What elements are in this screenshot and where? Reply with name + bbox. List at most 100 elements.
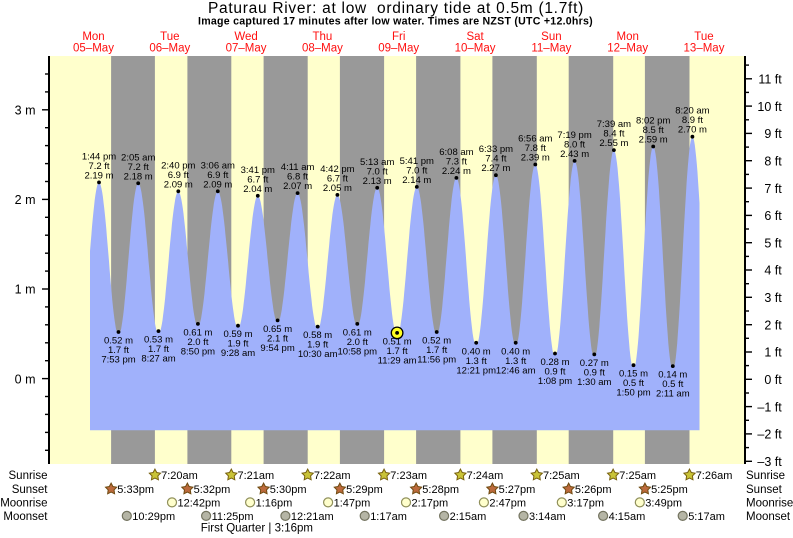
svg-text:7:21am: 7:21am xyxy=(238,470,275,482)
svg-text:2.04 m: 2.04 m xyxy=(243,184,272,195)
svg-text:2:11 am: 2:11 am xyxy=(656,389,690,400)
svg-text:08–May: 08–May xyxy=(302,43,343,55)
svg-text:3:06 am: 3:06 am xyxy=(201,160,235,171)
svg-text:5:13 am: 5:13 am xyxy=(360,157,394,168)
svg-text:5:32pm: 5:32pm xyxy=(194,484,231,496)
svg-text:2.13 m: 2.13 m xyxy=(363,176,392,187)
svg-text:2.55 m: 2.55 m xyxy=(599,138,628,149)
svg-text:2.0 ft: 2.0 ft xyxy=(187,337,208,348)
svg-text:7.3 ft: 7.3 ft xyxy=(446,156,467,167)
svg-text:10:29pm: 10:29pm xyxy=(132,511,175,523)
svg-text:0.40 m: 0.40 m xyxy=(501,346,530,357)
svg-text:2.27 m: 2.27 m xyxy=(481,163,510,174)
svg-text:8.5 ft: 8.5 ft xyxy=(643,125,664,136)
svg-text:2:40 pm: 2:40 pm xyxy=(161,160,195,171)
svg-text:0.5 ft: 0.5 ft xyxy=(662,379,683,390)
svg-text:7:53 pm: 7:53 pm xyxy=(101,355,135,366)
svg-text:7:20am: 7:20am xyxy=(161,470,198,482)
svg-text:0.28 m: 0.28 m xyxy=(540,357,569,368)
svg-text:7:25am: 7:25am xyxy=(543,470,580,482)
svg-text:1:47pm: 1:47pm xyxy=(334,498,371,510)
svg-text:Tue: Tue xyxy=(694,31,713,43)
svg-text:ft: ft xyxy=(775,73,782,87)
svg-text:1.7 ft: 1.7 ft xyxy=(387,346,408,357)
svg-text:–3: –3 xyxy=(757,455,771,469)
svg-text:2.14 m: 2.14 m xyxy=(402,175,431,186)
svg-text:7.8 ft: 7.8 ft xyxy=(525,143,546,154)
svg-text:1:50 pm: 1:50 pm xyxy=(616,388,650,399)
svg-text:05–May: 05–May xyxy=(73,43,114,55)
svg-text:Moonrise: Moonrise xyxy=(746,498,793,510)
svg-text:11:56 pm: 11:56 pm xyxy=(417,355,456,366)
svg-text:Sat: Sat xyxy=(466,31,484,43)
svg-text:2.18 m: 2.18 m xyxy=(124,171,153,182)
svg-text:0: 0 xyxy=(764,373,771,387)
svg-text:1.3 ft: 1.3 ft xyxy=(466,356,487,367)
svg-text:5:33pm: 5:33pm xyxy=(117,484,154,496)
svg-text:12:21am: 12:21am xyxy=(291,511,334,523)
svg-text:12–May: 12–May xyxy=(607,43,648,55)
svg-text:Paturau River: at low ordinar: Paturau River: at low ordinary tide at 0… xyxy=(208,0,584,17)
svg-text:2.0 ft: 2.0 ft xyxy=(347,337,368,348)
svg-text:4:42 pm: 4:42 pm xyxy=(320,164,354,175)
svg-text:7.2 ft: 7.2 ft xyxy=(128,162,149,173)
svg-text:6.7 ft: 6.7 ft xyxy=(247,174,268,185)
svg-text:9:28 am: 9:28 am xyxy=(221,348,255,359)
svg-text:9: 9 xyxy=(764,127,771,141)
svg-text:1:44 pm: 1:44 pm xyxy=(82,151,116,162)
svg-text:–1: –1 xyxy=(757,400,771,414)
svg-text:7:19 pm: 7:19 pm xyxy=(557,130,591,141)
svg-text:2.05 m: 2.05 m xyxy=(323,183,352,194)
svg-text:5:26pm: 5:26pm xyxy=(575,484,612,496)
svg-text:1:17am: 1:17am xyxy=(370,511,407,523)
svg-text:ft: ft xyxy=(775,236,782,250)
svg-text:7.0 ft: 7.0 ft xyxy=(367,166,388,177)
svg-text:2.70 m: 2.70 m xyxy=(678,125,707,136)
svg-text:1.7 ft: 1.7 ft xyxy=(148,344,169,355)
svg-text:06–May: 06–May xyxy=(149,43,190,55)
svg-text:2:15am: 2:15am xyxy=(450,511,487,523)
svg-text:0.61 m: 0.61 m xyxy=(343,327,372,338)
svg-text:13–May: 13–May xyxy=(684,43,725,55)
svg-text:11:25pm: 11:25pm xyxy=(212,511,254,523)
svg-text:7.0 ft: 7.0 ft xyxy=(406,165,427,176)
svg-text:ft: ft xyxy=(775,154,782,168)
svg-text:0.61 m: 0.61 m xyxy=(183,327,212,338)
svg-text:Mon: Mon xyxy=(617,31,639,43)
svg-text:6.7 ft: 6.7 ft xyxy=(327,173,348,184)
svg-text:5:30pm: 5:30pm xyxy=(270,484,307,496)
svg-text:0.52 m: 0.52 m xyxy=(104,336,133,347)
svg-text:0.52 m: 0.52 m xyxy=(422,336,451,347)
svg-text:2.59 m: 2.59 m xyxy=(639,135,668,146)
svg-text:5:25pm: 5:25pm xyxy=(651,484,688,496)
svg-text:ft: ft xyxy=(775,455,782,469)
svg-text:ft: ft xyxy=(775,100,782,114)
svg-text:ft: ft xyxy=(775,209,782,223)
svg-text:10: 10 xyxy=(757,100,771,114)
svg-text:2 m: 2 m xyxy=(15,193,36,207)
svg-text:0.51 m: 0.51 m xyxy=(383,336,412,347)
svg-text:7:22am: 7:22am xyxy=(314,470,351,482)
svg-text:8: 8 xyxy=(764,154,771,168)
svg-text:2.09 m: 2.09 m xyxy=(203,179,232,190)
svg-text:3:41 pm: 3:41 pm xyxy=(241,165,275,176)
svg-text:Image captured 17 minutes afte: Image captured 17 minutes after low wate… xyxy=(198,16,593,28)
svg-text:09–May: 09–May xyxy=(378,43,419,55)
svg-text:–2: –2 xyxy=(757,428,771,442)
svg-text:10–May: 10–May xyxy=(455,43,496,55)
svg-text:6:08 am: 6:08 am xyxy=(439,147,473,158)
svg-text:7:24am: 7:24am xyxy=(467,470,504,482)
svg-text:4:15am: 4:15am xyxy=(609,511,646,523)
svg-text:7.2 ft: 7.2 ft xyxy=(88,161,109,172)
svg-text:2:47pm: 2:47pm xyxy=(489,498,526,510)
svg-text:0.65 m: 0.65 m xyxy=(263,324,292,335)
svg-text:8:27 am: 8:27 am xyxy=(141,354,175,365)
svg-text:3: 3 xyxy=(764,291,771,305)
svg-text:Sunset: Sunset xyxy=(12,484,49,496)
svg-text:5:17am: 5:17am xyxy=(688,511,725,523)
svg-text:Mon: Mon xyxy=(82,31,104,43)
svg-text:6:56 am: 6:56 am xyxy=(518,134,552,145)
svg-text:ft: ft xyxy=(775,127,782,141)
svg-text:0.59 m: 0.59 m xyxy=(223,329,252,340)
svg-text:1:08 pm: 1:08 pm xyxy=(538,376,572,387)
